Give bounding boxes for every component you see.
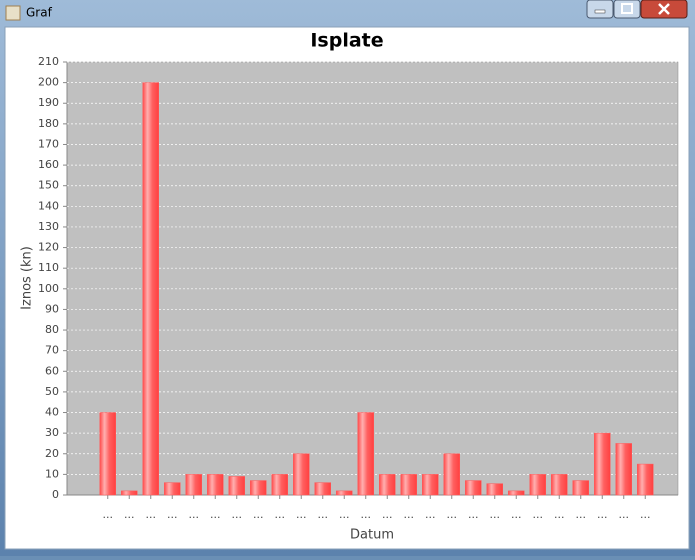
bar (379, 474, 396, 496)
maximize-button[interactable] (613, 0, 641, 19)
bar (185, 474, 202, 496)
maximize-icon (621, 3, 633, 14)
x-tick-label: ... (404, 508, 415, 521)
y-tick-label: 160 (38, 158, 59, 171)
bar (422, 474, 439, 496)
bar (142, 82, 159, 496)
minimize-button[interactable] (586, 0, 614, 19)
bar (336, 490, 353, 496)
y-tick-label: 0 (52, 488, 59, 501)
bar (228, 476, 245, 496)
bar (271, 474, 288, 496)
x-tick-label: ... (490, 508, 501, 521)
x-tick-label: ... (361, 508, 372, 521)
x-tick-label: ... (576, 508, 587, 521)
y-tick-label: 80 (45, 323, 59, 336)
x-tick-label: ... (296, 508, 307, 521)
x-tick-label: ... (382, 508, 393, 521)
bar (529, 474, 546, 496)
bar (207, 474, 224, 496)
x-tick-label: ... (533, 508, 544, 521)
y-tick-label: 140 (38, 199, 59, 212)
y-tick-label: 150 (38, 179, 59, 192)
x-tick-label: ... (167, 508, 178, 521)
y-tick-label: 190 (38, 96, 59, 109)
y-tick-label: 130 (38, 220, 59, 233)
y-tick-label: 90 (45, 302, 59, 315)
bar (486, 483, 503, 496)
bar (164, 482, 181, 496)
x-tick-label: ... (425, 508, 436, 521)
x-axis-label: Datum (350, 528, 394, 543)
bar (293, 453, 310, 496)
y-tick-label: 70 (45, 344, 59, 357)
window-title: Graf (26, 6, 53, 20)
x-tick-label: ... (232, 508, 243, 521)
bar (551, 474, 568, 496)
bar (443, 453, 460, 496)
y-tick-label: 200 (38, 76, 59, 89)
y-tick-label: 40 (45, 406, 59, 419)
y-tick-label: 30 (45, 426, 59, 439)
y-tick-label: 60 (45, 364, 59, 377)
x-tick-label: ... (210, 508, 221, 521)
bar (508, 490, 525, 496)
x-tick-label: ... (189, 508, 200, 521)
y-tick-label: 210 (38, 55, 59, 68)
close-icon (658, 3, 670, 15)
y-tick-label: 100 (38, 282, 59, 295)
y-tick-label: 50 (45, 385, 59, 398)
minimize-icon (594, 9, 606, 14)
x-tick-label: ... (146, 508, 157, 521)
app-icon (5, 5, 21, 21)
bar (465, 480, 482, 496)
y-tick-label: 10 (45, 467, 59, 480)
bar (594, 432, 611, 496)
chart-title: Isplate (310, 30, 383, 52)
x-tick-label: ... (640, 508, 651, 521)
y-tick-label: 120 (38, 241, 59, 254)
y-tick-label: 170 (38, 137, 59, 150)
x-tick-label: ... (511, 508, 522, 521)
bar (400, 474, 417, 496)
bar (99, 412, 116, 496)
x-tick-label: ... (124, 508, 135, 521)
bar (314, 482, 331, 496)
bar (572, 480, 589, 496)
x-tick-label: ... (103, 508, 114, 521)
bar (250, 480, 267, 496)
y-tick-label: 20 (45, 447, 59, 460)
bar (615, 443, 632, 496)
x-tick-label: ... (318, 508, 329, 521)
x-tick-label: ... (468, 508, 479, 521)
x-tick-label: ... (554, 508, 565, 521)
x-tick-label: ... (275, 508, 286, 521)
y-axis-label: Iznos (kn) (20, 246, 35, 310)
x-tick-label: ... (619, 508, 630, 521)
y-tick-label: 110 (38, 261, 59, 274)
y-tick-label: 180 (38, 117, 59, 130)
bar (637, 463, 654, 496)
x-tick-label: ... (253, 508, 264, 521)
x-tick-label: ... (339, 508, 350, 521)
x-tick-label: ... (597, 508, 608, 521)
bar (357, 412, 374, 496)
bar (121, 490, 138, 496)
x-tick-label: ... (447, 508, 458, 521)
